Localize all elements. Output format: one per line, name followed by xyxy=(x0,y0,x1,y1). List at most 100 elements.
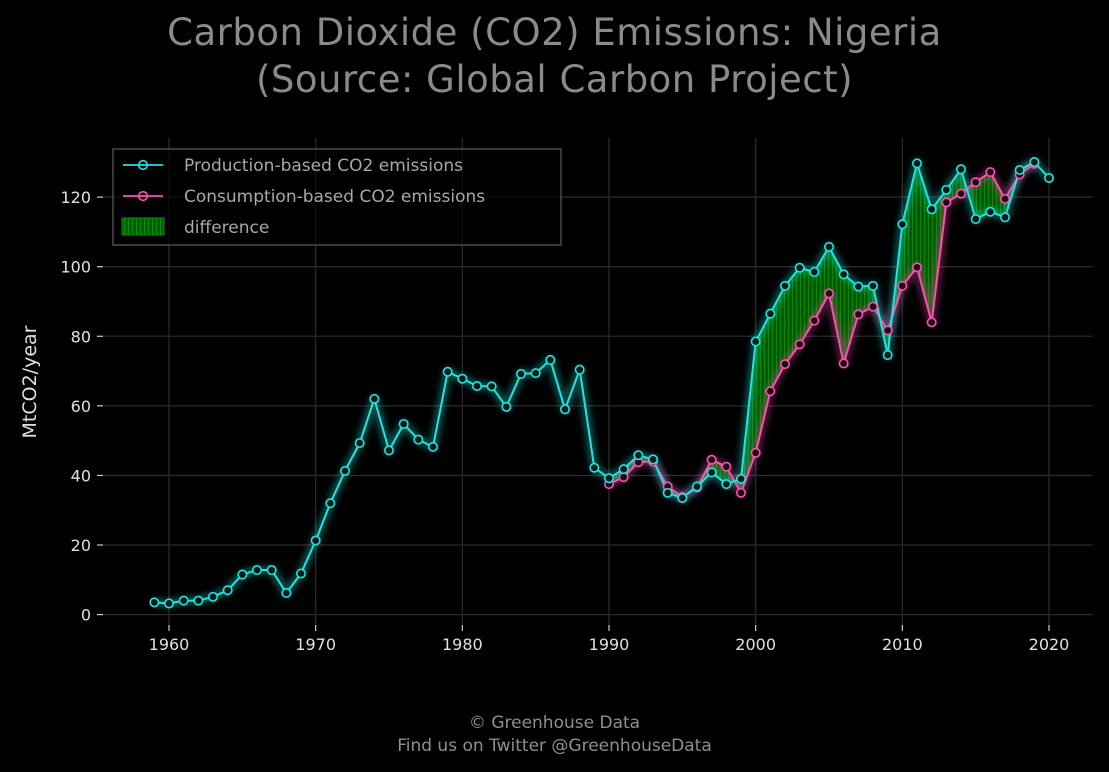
production-point-1993 xyxy=(647,454,658,465)
production-point-2001 xyxy=(765,308,776,319)
consumption-point-1998 xyxy=(721,461,732,472)
production-point-1998 xyxy=(721,479,732,490)
y-tick-label-40: 40 xyxy=(71,466,91,485)
consumption-point-2004 xyxy=(809,315,820,326)
production-point-1989 xyxy=(589,462,600,473)
y-tick-label-60: 60 xyxy=(71,397,91,416)
consumption-point-2011 xyxy=(911,262,922,273)
production-point-1997 xyxy=(706,467,717,478)
production-point-1980 xyxy=(457,373,468,384)
production-point-2015 xyxy=(970,214,981,225)
x-tick-label-1980: 1980 xyxy=(442,635,483,654)
production-point-1992 xyxy=(633,450,644,461)
production-point-2010 xyxy=(897,219,908,230)
production-point-1979 xyxy=(442,366,453,377)
production-point-1996 xyxy=(691,481,702,492)
consumption-point-1997 xyxy=(706,454,717,465)
x-tick-label-1990: 1990 xyxy=(589,635,630,654)
consumption-point-2008 xyxy=(867,301,878,312)
x-tick-label-2020: 2020 xyxy=(1029,635,1070,654)
chart-title-line1: Carbon Dioxide (CO2) Emissions: Nigeria xyxy=(167,11,942,54)
production-point-1960 xyxy=(164,598,175,609)
difference-fill-layer xyxy=(609,162,1035,498)
y-axis-ticks: 0 20 40 60 80 100 120 xyxy=(60,188,103,625)
consumption-point-2014 xyxy=(955,188,966,199)
production-point-1982 xyxy=(486,381,497,392)
production-point-1976 xyxy=(398,418,409,429)
production-point-2000 xyxy=(750,336,761,347)
production-point-1988 xyxy=(574,364,585,375)
y-tick-label-100: 100 xyxy=(60,258,91,277)
production-point-2016 xyxy=(985,206,996,217)
production-point-1961 xyxy=(178,595,189,606)
consumption-point-2012 xyxy=(926,317,937,328)
production-point-1990 xyxy=(603,473,614,484)
chart-title-line2: (Source: Global Carbon Project) xyxy=(255,58,854,101)
legend-difference-label: difference xyxy=(184,218,269,238)
production-point-1975 xyxy=(383,445,394,456)
legend-consumption-marker xyxy=(137,190,149,202)
points-layer xyxy=(149,157,1055,609)
production-point-1995 xyxy=(677,493,688,504)
footer-twitter: Find us on Twitter @GreenhouseData xyxy=(397,736,712,756)
x-tick-label-2000: 2000 xyxy=(735,635,776,654)
production-point-2019 xyxy=(1029,157,1040,168)
consumption-point-1991 xyxy=(618,472,629,483)
x-tick-label-1960: 1960 xyxy=(149,635,190,654)
legend-production-marker xyxy=(137,159,149,171)
production-point-2002 xyxy=(779,280,790,291)
production-point-2013 xyxy=(941,184,952,195)
production-point-2017 xyxy=(999,212,1010,223)
production-point-1994 xyxy=(662,487,673,498)
production-point-2012 xyxy=(926,204,937,215)
consumption-point-2000 xyxy=(750,447,761,458)
consumption-point-2015 xyxy=(970,177,981,188)
production-point-1970 xyxy=(310,535,321,546)
production-point-1968 xyxy=(281,587,292,598)
x-axis-ticks: 1960 1970 1980 1990 2000 2010 2020 xyxy=(149,625,1070,654)
legend-production-label: Production-based CO2 emissions xyxy=(184,156,463,176)
production-point-1963 xyxy=(208,591,219,602)
production-point-2005 xyxy=(823,241,834,252)
consumption-point-2002 xyxy=(779,359,790,370)
production-point-1972 xyxy=(339,465,350,476)
production-point-1986 xyxy=(545,354,556,365)
production-point-2004 xyxy=(809,266,820,277)
production-point-1964 xyxy=(222,585,233,596)
production-point-1959 xyxy=(149,597,160,608)
x-tick-label-1970: 1970 xyxy=(295,635,336,654)
production-point-2003 xyxy=(794,262,805,273)
production-line xyxy=(154,161,1050,605)
production-point-2007 xyxy=(853,281,864,292)
production-point-1985 xyxy=(530,368,541,379)
consumption-point-2003 xyxy=(794,339,805,350)
consumption-point-2017 xyxy=(999,193,1010,204)
consumption-point-2006 xyxy=(838,358,849,369)
consumption-point-1999 xyxy=(735,487,746,498)
consumption-point-2016 xyxy=(985,167,996,178)
legend-box xyxy=(112,148,562,246)
legend-difference-swatch xyxy=(121,217,165,236)
y-tick-label-20: 20 xyxy=(71,536,91,555)
production-point-1971 xyxy=(325,498,336,509)
y-tick-label-120: 120 xyxy=(60,188,91,207)
production-point-1983 xyxy=(501,401,512,412)
production-point-1977 xyxy=(413,434,424,445)
production-point-2018 xyxy=(1014,165,1025,176)
production-point-1973 xyxy=(354,438,365,449)
difference-area xyxy=(609,162,1035,498)
production-point-1999 xyxy=(735,473,746,484)
production-point-1965 xyxy=(237,569,248,580)
consumption-point-2005 xyxy=(823,288,834,299)
consumption-point-2001 xyxy=(765,386,776,397)
production-point-2020 xyxy=(1044,173,1055,184)
consumption-point-2010 xyxy=(897,280,908,291)
legend-consumption-label: Consumption-based CO2 emissions xyxy=(184,187,485,207)
production-point-1987 xyxy=(559,404,570,415)
production-point-1984 xyxy=(515,368,526,379)
production-point-1969 xyxy=(295,568,306,579)
footer-credit: © Greenhouse Data xyxy=(468,713,641,733)
production-point-2009 xyxy=(882,350,893,361)
y-tick-label-0: 0 xyxy=(81,606,91,625)
